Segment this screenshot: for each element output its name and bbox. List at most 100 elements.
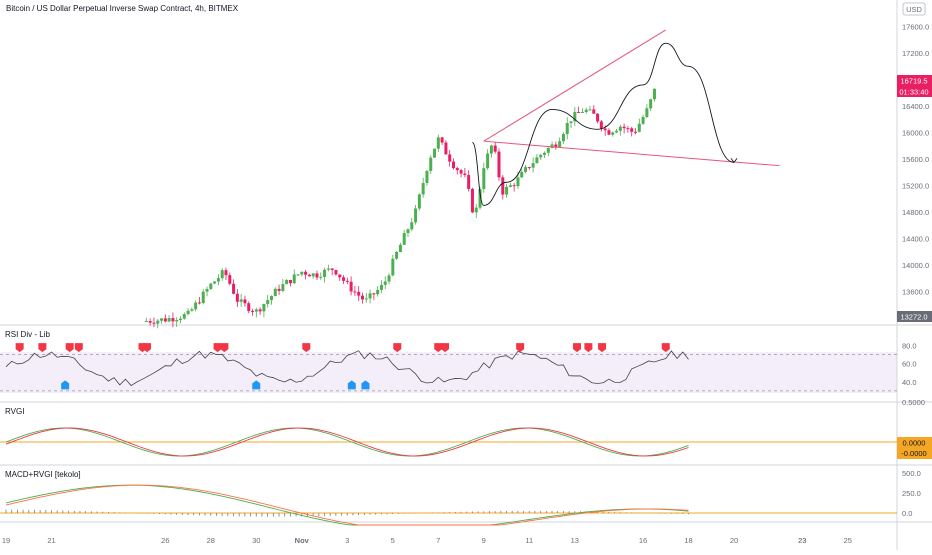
- candle-body: [649, 99, 653, 109]
- rvgi-pane-title: RVGI: [5, 407, 24, 416]
- candle-body: [319, 276, 323, 278]
- candle-body: [527, 167, 531, 169]
- candle-body: [573, 112, 577, 122]
- rvgi-tick-label: 0.5000: [902, 398, 925, 407]
- candle-body: [197, 302, 201, 304]
- price-tick-label: 17600.0: [902, 23, 929, 32]
- candle-body: [156, 320, 160, 324]
- rsi-bearish-marker: [65, 343, 74, 353]
- candle-body: [266, 300, 270, 305]
- price-tick-label: 15200.0: [902, 182, 929, 191]
- candle-body: [304, 271, 308, 275]
- candle-body: [641, 117, 645, 124]
- macd-tick-label: 0.0: [902, 509, 912, 518]
- macd-pane: 500.0 250.0 0.0: [0, 469, 921, 526]
- candle-body: [281, 284, 285, 291]
- rsi-tick-label: 80.0: [902, 341, 917, 350]
- candle-body: [448, 154, 452, 162]
- candle-body: [429, 157, 433, 171]
- rsi-bearish-marker: [213, 343, 222, 353]
- candle-body: [186, 310, 190, 315]
- price-tick-label: 16400.0: [902, 102, 929, 111]
- price-tick-label: 13600.0: [902, 288, 929, 297]
- candle-body: [148, 321, 152, 323]
- time-tick-label: 26: [161, 536, 169, 545]
- candle-body: [630, 128, 634, 132]
- candle-body: [444, 142, 448, 155]
- candle-body: [516, 177, 520, 187]
- time-tick-label: 18: [684, 536, 692, 545]
- time-tick-label: 21: [47, 536, 55, 545]
- candle-body: [588, 109, 592, 111]
- rsi-bullish-marker: [252, 380, 261, 390]
- candle-body: [213, 281, 217, 284]
- rsi-bearish-marker: [598, 343, 607, 353]
- candle-body: [550, 144, 554, 148]
- candle-body: [531, 163, 535, 168]
- rsi-bearish-marker: [661, 343, 670, 353]
- candle-body: [364, 298, 368, 300]
- candle-body: [262, 304, 266, 312]
- candle-body: [470, 188, 474, 213]
- rsi-tick-label: 40.0: [902, 378, 917, 387]
- candle-body: [334, 269, 338, 275]
- candle-body: [561, 134, 565, 142]
- candle-body: [277, 288, 281, 291]
- candle-body: [209, 283, 213, 289]
- candle-body: [451, 161, 455, 169]
- candle-body: [251, 311, 255, 313]
- rsi-bearish-marker: [516, 343, 525, 353]
- candle-body: [307, 274, 311, 277]
- candle-body: [596, 113, 600, 122]
- candle-body: [285, 279, 289, 285]
- rsi-band-fill: [0, 352, 897, 393]
- candle-body: [167, 318, 171, 322]
- rsi-bearish-marker: [393, 343, 402, 353]
- time-tick-label: 20: [730, 536, 738, 545]
- candle-body: [239, 299, 243, 302]
- time-tick-label: Nov: [295, 536, 310, 545]
- candle-body: [243, 299, 247, 304]
- candle-body: [178, 318, 182, 321]
- candle-body: [554, 144, 558, 147]
- candle-body: [486, 153, 490, 169]
- currency-label: USD: [906, 5, 922, 14]
- bottom-price-value: 13272.0: [900, 313, 927, 322]
- candle-body: [546, 147, 550, 153]
- rvgi-line: [5, 427, 689, 457]
- bottom-price-badge: 13272.0: [897, 311, 932, 322]
- candle-body: [489, 145, 493, 154]
- candle-body: [247, 303, 251, 312]
- rsi-bearish-marker: [573, 343, 582, 353]
- candle-body: [376, 289, 380, 295]
- candle-body: [626, 128, 630, 130]
- candle-body: [603, 128, 607, 131]
- rsi-bearish-marker: [584, 343, 593, 353]
- candle-body: [190, 309, 194, 311]
- currency-button[interactable]: USD: [902, 2, 926, 16]
- candle-body: [205, 288, 209, 292]
- time-tick-label: 11: [525, 536, 533, 545]
- candle-body: [455, 168, 459, 171]
- candle-body: [216, 278, 220, 282]
- candle-body: [633, 131, 637, 133]
- time-tick-label: 23: [798, 536, 806, 545]
- candle-body: [326, 268, 330, 270]
- candle-body: [144, 321, 148, 323]
- candle-body: [342, 277, 346, 281]
- candles: [144, 88, 656, 329]
- candle-body: [220, 270, 224, 279]
- candle-body: [622, 126, 626, 129]
- candle-body: [345, 280, 349, 282]
- candle-body: [421, 182, 425, 195]
- candle-body: [323, 269, 327, 277]
- rsi-bearish-marker: [441, 343, 450, 353]
- chart-title: Bitcoin / US Dollar Perpetual Inverse Sw…: [6, 4, 239, 13]
- projection-curve: [471, 42, 735, 206]
- candle-body: [474, 207, 478, 213]
- macd-signal-line: [5, 484, 689, 526]
